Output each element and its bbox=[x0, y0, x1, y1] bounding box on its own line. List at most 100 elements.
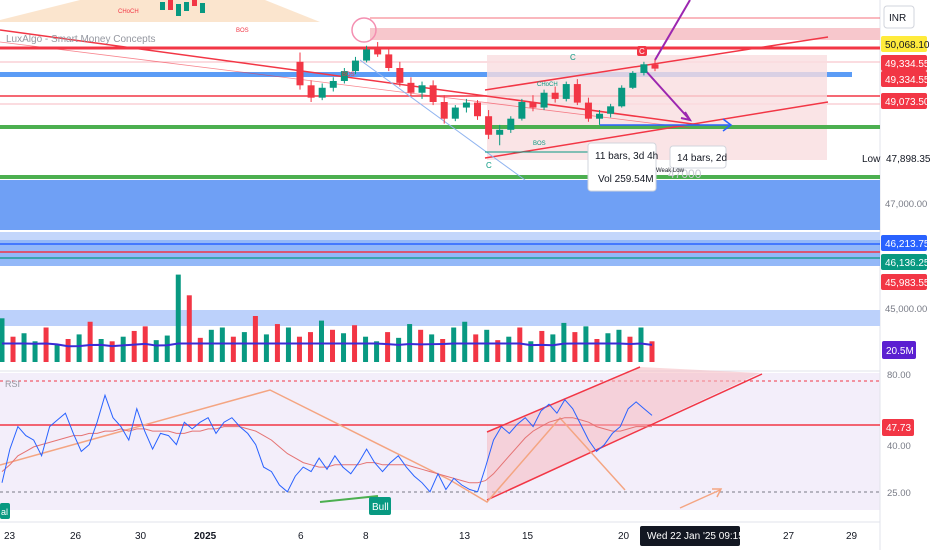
date-label: 6 bbox=[298, 531, 304, 542]
watermark-text: 47000 bbox=[668, 167, 702, 181]
volume-bar bbox=[649, 341, 655, 362]
volume-bar bbox=[43, 327, 49, 362]
price-tag-text: 46,136.25 bbox=[885, 258, 930, 269]
price-tag: 46,136.25 bbox=[881, 254, 930, 270]
volume-bar bbox=[495, 340, 501, 362]
price-tag-text: 49,334.55 bbox=[885, 59, 930, 70]
volume-bar bbox=[616, 329, 622, 362]
volume-bar bbox=[418, 329, 424, 362]
rsi-pane-background bbox=[0, 373, 880, 510]
date-label: 8 bbox=[363, 531, 369, 542]
mark-choch: CHoCH bbox=[118, 9, 139, 15]
channel-lower bbox=[484, 101, 829, 159]
channel-upper bbox=[484, 36, 829, 91]
volume-bar bbox=[120, 336, 126, 362]
volume-bar bbox=[197, 337, 203, 362]
price-tag-text: 49,334.55 bbox=[885, 75, 930, 86]
volume-bar bbox=[528, 341, 534, 362]
volume-bar bbox=[506, 336, 512, 362]
measure-tooltip-1: 11 bars, 3d 4h Vol 259.54M bbox=[587, 142, 658, 192]
volume-bar bbox=[76, 334, 82, 362]
mark-bos-3: BOS bbox=[533, 141, 546, 147]
candle bbox=[474, 100, 481, 120]
volume-bar bbox=[385, 332, 391, 362]
rsi-axis-label: 40.00 bbox=[887, 441, 911, 452]
mark-bos-2: BOS bbox=[342, 72, 355, 78]
volume-ma-line bbox=[2, 342, 653, 348]
candle bbox=[418, 81, 426, 99]
volume-bar bbox=[175, 274, 181, 362]
candle bbox=[629, 71, 637, 90]
demand-zone bbox=[0, 180, 880, 230]
price-tag: 49,334.55 bbox=[881, 55, 930, 71]
supply-zone bbox=[370, 28, 880, 40]
date-label: 29 bbox=[846, 531, 858, 542]
premium-zone bbox=[0, 0, 320, 22]
date-label: 30 bbox=[135, 531, 147, 542]
candle bbox=[440, 95, 448, 124]
volume-bar bbox=[98, 339, 104, 362]
candle bbox=[429, 80, 437, 106]
volume-bar bbox=[473, 334, 479, 362]
volume-bar bbox=[296, 336, 302, 362]
volume-bar bbox=[517, 327, 523, 362]
candle bbox=[351, 56, 359, 75]
rsi-ma-line bbox=[1, 417, 652, 484]
measure-1-line2: Vol 259.54M bbox=[598, 174, 654, 185]
rsi-channel-lower bbox=[486, 373, 763, 501]
volume-bar bbox=[219, 327, 225, 362]
volume-bar bbox=[318, 320, 324, 362]
volume-bar bbox=[0, 318, 5, 362]
volume-bar bbox=[451, 327, 457, 362]
descending-trendline bbox=[0, 29, 701, 126]
volume-bar bbox=[539, 330, 545, 362]
measure-1-line1: 11 bars, 3d 4h bbox=[595, 151, 658, 162]
candle bbox=[640, 61, 648, 76]
candle bbox=[374, 42, 382, 57]
measure-2-line1: 14 bars, 2d bbox=[677, 153, 727, 164]
volume-bar bbox=[561, 322, 567, 362]
rsi-channel-upper bbox=[486, 366, 641, 433]
currency-button[interactable] bbox=[883, 5, 915, 29]
rsi-tag: 47.73 bbox=[886, 423, 911, 434]
price-tag: 49,073.50 bbox=[881, 93, 930, 109]
volume-bar bbox=[440, 339, 446, 362]
volume-bar bbox=[638, 327, 644, 362]
volume-bar bbox=[21, 333, 27, 362]
mark-weak-low: Weak Low bbox=[656, 168, 685, 174]
volume-bar bbox=[396, 337, 402, 362]
low-value: 47,898.35 bbox=[886, 154, 931, 165]
volume-bar bbox=[374, 341, 380, 362]
price-axis-label: 45,000.00 bbox=[885, 304, 927, 315]
candle bbox=[551, 86, 559, 103]
candle bbox=[396, 61, 404, 87]
date-label: 27 bbox=[783, 531, 795, 542]
candle bbox=[307, 80, 315, 102]
price-tag: 50,068.10 bbox=[881, 36, 930, 52]
candle bbox=[496, 124, 504, 146]
volume-bar bbox=[186, 295, 192, 362]
volume-bar bbox=[153, 340, 159, 362]
volume-bar bbox=[87, 321, 93, 362]
candle bbox=[529, 95, 537, 112]
bull-label-box bbox=[369, 497, 391, 515]
mark-c-3: C bbox=[486, 161, 492, 170]
support-line-2 bbox=[0, 175, 880, 179]
price-tag-text: 45,983.55 bbox=[885, 278, 930, 289]
candle bbox=[507, 116, 515, 133]
price-tag-text: 46,213.75 bbox=[885, 239, 930, 250]
projection-path bbox=[644, 69, 691, 121]
candle bbox=[462, 98, 470, 113]
price-tags: 50,068.10 49,334.55 49,334.55 49,073.50 46,2… bbox=[881, 36, 930, 290]
low-label: Low bbox=[862, 154, 881, 165]
rsi-line bbox=[1, 393, 653, 493]
volume-tag-box bbox=[882, 341, 916, 359]
volume-bar bbox=[307, 332, 313, 362]
measure-tooltip-2: 14 bars, 2d bbox=[669, 145, 727, 169]
time-axis[interactable]: 23 26 30 2025 6 8 13 15 20 27 29 bbox=[4, 531, 858, 542]
candle bbox=[573, 79, 581, 106]
price-axis-label: 47,000.00 bbox=[885, 199, 927, 210]
candle bbox=[485, 110, 493, 140]
